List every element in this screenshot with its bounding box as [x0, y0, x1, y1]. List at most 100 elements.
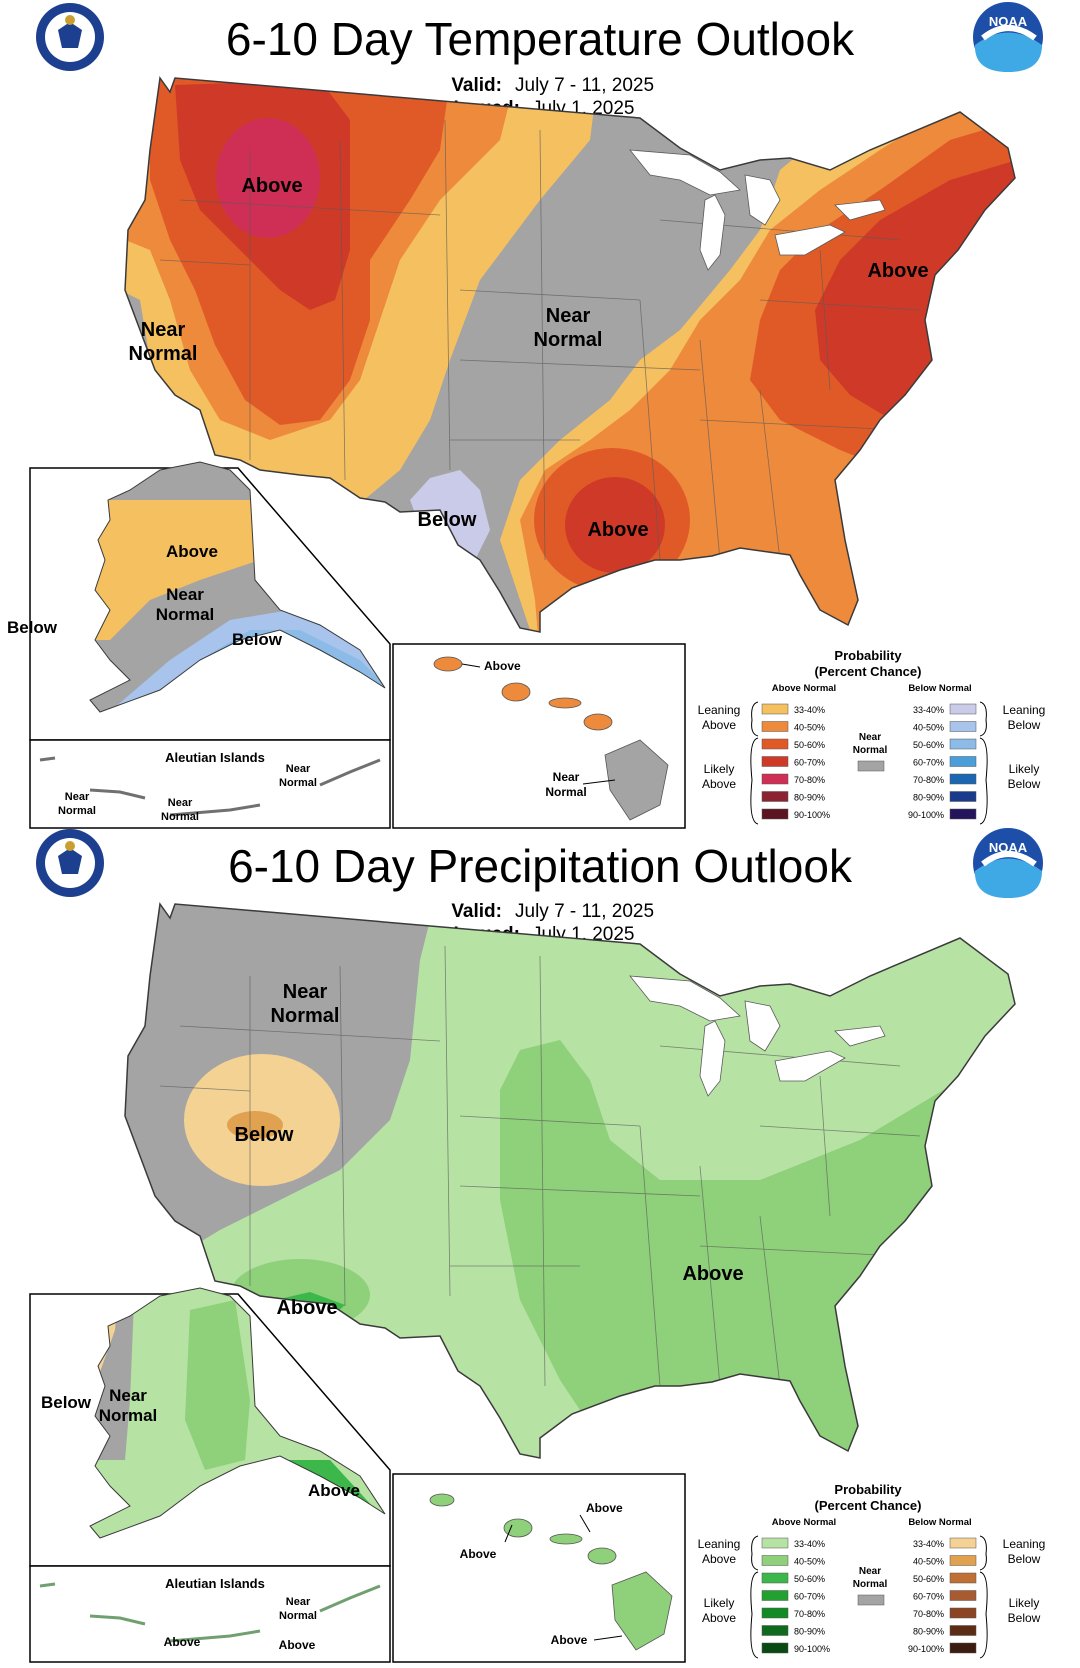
legend-subtitle: (Percent Chance) — [815, 664, 922, 679]
legend-bracket-leaning-above — [751, 701, 759, 737]
aleutian-right1: Near — [286, 1596, 311, 1608]
temp-label-above-ne: Above — [867, 260, 928, 282]
legend-bin-above-4: 70-80% — [794, 775, 825, 785]
legend-bin-below-3: 60-70% — [913, 758, 944, 768]
legend-swatch-below-0 — [949, 703, 977, 715]
hi-label-bottom2: Normal — [545, 785, 586, 799]
temp-valid-value: July 7 - 11, 2025 — [515, 75, 654, 96]
legend-bin-below-2: 50-60% — [913, 1574, 944, 1584]
legend-title: Probability — [834, 1482, 902, 1497]
precip-aleutian-inset: Aleutian Islands Near Normal Above Above — [29, 1565, 391, 1663]
legend-swatch-below-6 — [949, 1642, 977, 1654]
legend-below-header: Below Normal — [908, 1517, 971, 1528]
legend-bin-below-0: 33-40% — [913, 1539, 944, 1549]
legend-bracket-likely-below — [979, 737, 988, 825]
legend-likely-above-2: Above — [702, 777, 736, 791]
legend-near-2: Normal — [853, 1579, 888, 1590]
legend-swatch-below-5 — [949, 791, 977, 802]
legend-swatch-above-6 — [761, 808, 789, 820]
legend-bin-above-0: 33-40% — [794, 705, 825, 715]
legend-bracket-leaning-below — [979, 1535, 987, 1571]
ak-label-above: Above — [308, 1481, 360, 1500]
legend-swatch-near — [857, 760, 885, 772]
legend-swatch-above-2 — [761, 738, 789, 750]
legend-likely-below-2: Below — [1008, 777, 1041, 791]
temp-zone-gulf-60 — [565, 477, 665, 573]
ak-label-near1: Near — [109, 1386, 147, 1405]
legend-leaning-above-1: Leaning — [698, 703, 741, 717]
precip-legend: Probability(Percent Chance) Above Normal B… — [698, 1482, 1045, 1659]
temp-label-below-tx: Below — [418, 509, 477, 531]
legend-bracket-likely-above — [750, 737, 759, 825]
legend-swatch-below-1 — [949, 1555, 977, 1566]
precip-zone-below-40 — [227, 1111, 283, 1139]
legend-bin-below-4: 70-80% — [913, 1609, 944, 1619]
legend-swatch-above-5 — [761, 1625, 789, 1636]
precip-label-above-e: Above — [682, 1263, 743, 1285]
aleutian-mid: Above — [279, 1638, 316, 1652]
legend-near-1: Near — [859, 1566, 881, 1577]
legend-above-header: Above Normal — [772, 1517, 836, 1528]
legend-leaning-below-2: Below — [1008, 1552, 1041, 1566]
legend-leaning-above-2: Above — [702, 718, 736, 732]
legend-swatch-above-0 — [761, 1537, 789, 1549]
legend-swatch-near — [857, 1594, 885, 1606]
great-lakes — [629, 149, 886, 271]
legend-likely-below-1: Likely — [1009, 762, 1040, 776]
legend-swatch-below-4 — [949, 1607, 977, 1619]
legend-swatch-below-0 — [949, 1537, 977, 1549]
legend-bin-below-5: 80-90% — [913, 793, 944, 803]
aleutian-right2: Normal — [279, 1610, 317, 1622]
legend-above-header: Above Normal — [772, 683, 836, 694]
legend-near-2: Normal — [853, 745, 888, 756]
svg-text:NOAA: NOAA — [989, 840, 1028, 855]
legend-bin-below-2: 50-60% — [913, 740, 944, 750]
ak-label-below-w: Below — [7, 618, 58, 637]
precip-valid-label: Valid: — [451, 901, 502, 922]
temp-title: 6-10 Day Temperature Outlook — [226, 13, 855, 65]
temp-label-near-w2: Normal — [129, 343, 198, 365]
legend-swatch-above-5 — [761, 791, 789, 802]
legend-bracket-likely-above — [750, 1571, 759, 1659]
legend-leaning-below-2: Below — [1008, 718, 1041, 732]
legend-swatch-below-2 — [949, 1572, 977, 1584]
legend-bin-above-6: 90-100% — [794, 1644, 830, 1654]
legend-bin-below-6: 90-100% — [908, 1644, 944, 1654]
legend-bin-above-4: 70-80% — [794, 1609, 825, 1619]
temp-label-near-c2: Normal — [534, 329, 603, 351]
temp-valid-label: Valid: — [451, 75, 502, 96]
legend-bin-below-0: 33-40% — [913, 705, 944, 715]
ak-label-near2: Normal — [156, 605, 215, 624]
legend-title: Probability — [834, 648, 902, 663]
aleutian-right2: Normal — [279, 777, 317, 789]
legend-bin-above-0: 33-40% — [794, 1539, 825, 1549]
temp-label-near-w1: Near — [141, 319, 186, 341]
precip-label-above-sw: Above — [276, 1297, 337, 1319]
legend-swatch-above-4 — [761, 1607, 789, 1619]
legend-bin-below-4: 70-80% — [913, 775, 944, 785]
legend-swatch-above-4 — [761, 773, 789, 785]
legend-likely-above-1: Likely — [704, 1596, 735, 1610]
legend-bin-above-5: 80-90% — [794, 1627, 825, 1637]
legend-swatch-below-1 — [949, 721, 977, 732]
legend-swatch-below-4 — [949, 773, 977, 785]
temp-label-above-nw: Above — [241, 175, 302, 197]
precip-alaska-inset: Below Near Normal Above — [29, 1287, 391, 1567]
legend-bracket-likely-below — [979, 1571, 988, 1659]
aleutian-title: Aleutian Islands — [165, 750, 265, 765]
legend-leaning-below-1: Leaning — [1003, 703, 1046, 717]
hi-label-left: Above — [460, 1547, 497, 1561]
legend-below-header: Below Normal — [908, 683, 971, 694]
legend-bin-below-5: 80-90% — [913, 1627, 944, 1637]
legend-bracket-leaning-below — [979, 701, 987, 737]
legend-likely-above-2: Above — [702, 1611, 736, 1625]
noaa-logo-icon: NOAA — [973, 828, 1043, 898]
legend-swatch-below-5 — [949, 1625, 977, 1636]
precip-label-below: Below — [235, 1124, 294, 1146]
temp-label-near-c1: Near — [546, 305, 591, 327]
aleutian-title: Aleutian Islands — [165, 1576, 265, 1591]
temp-legend: Probability(Percent Chance) Above Normal B… — [698, 648, 1046, 825]
ak-label-near1: Near — [166, 585, 204, 604]
legend-swatch-below-3 — [949, 1590, 977, 1601]
